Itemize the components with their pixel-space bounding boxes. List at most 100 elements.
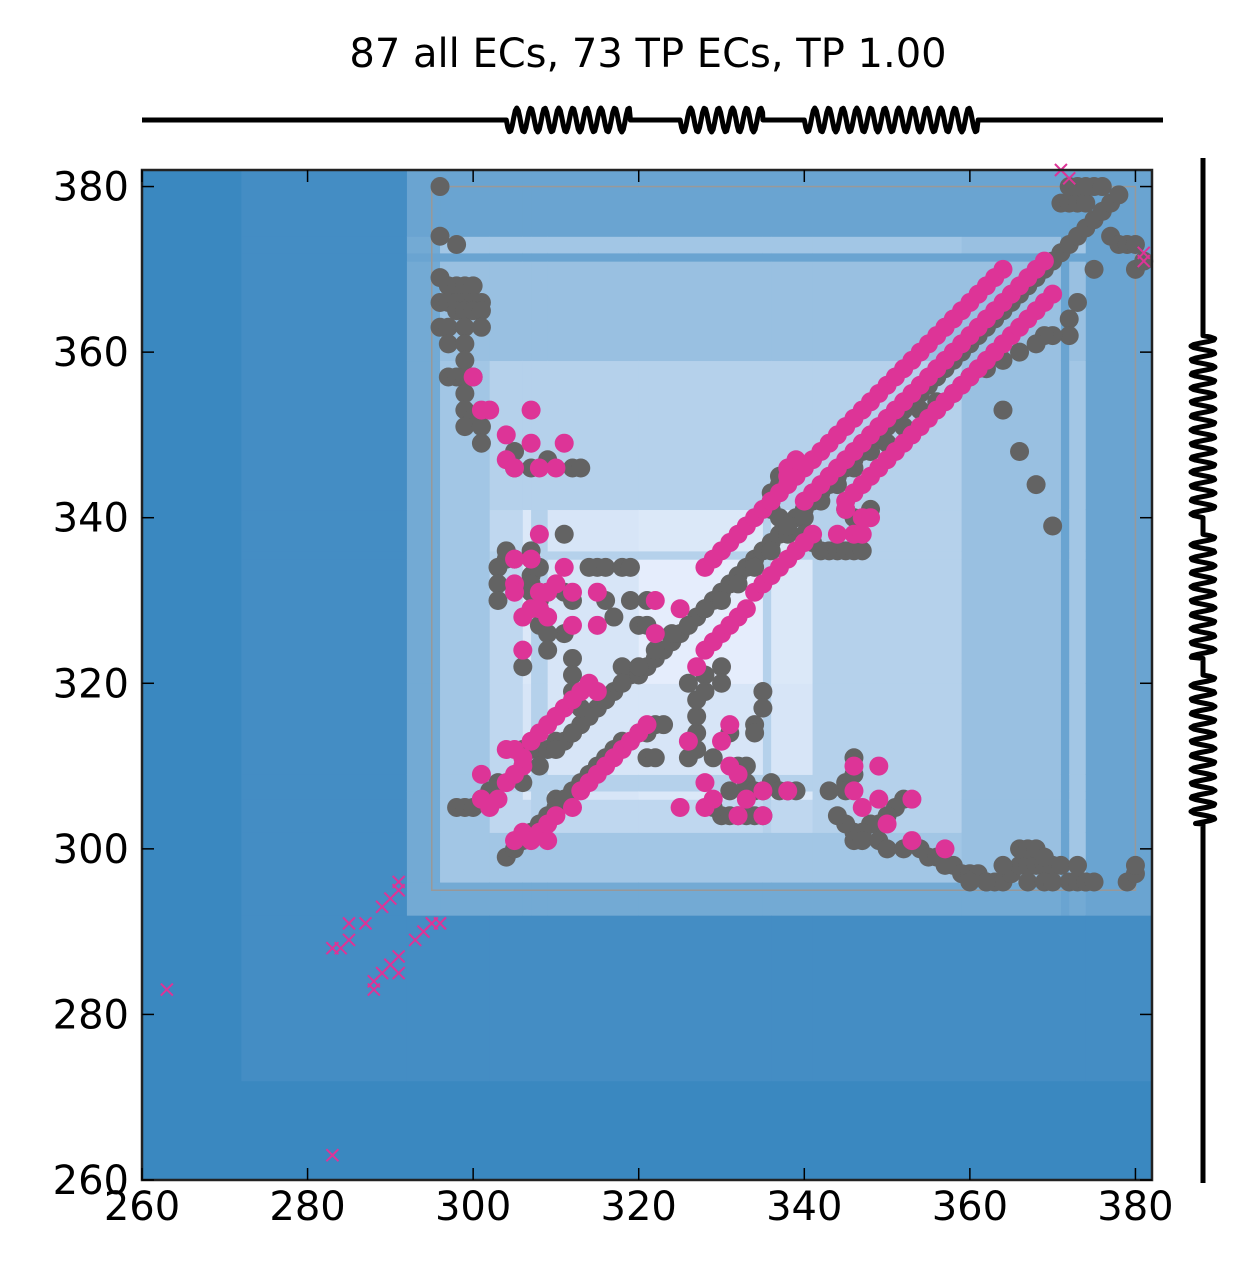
heatmap-cell	[489, 236, 524, 254]
heatmap-cell	[771, 799, 814, 833]
outside-range-point	[342, 916, 356, 931]
heatmap-cell	[762, 252, 772, 262]
heatmap-cell	[522, 252, 532, 262]
heatmap-cell	[241, 559, 408, 684]
heatmap-cell	[241, 252, 408, 262]
heatmap-cell	[961, 799, 1062, 833]
true-positive-point	[670, 599, 690, 619]
reference-contact-point	[463, 276, 483, 296]
heatmap-cell	[812, 252, 963, 262]
heatmap-cell	[1069, 509, 1087, 552]
heatmap-cell	[762, 170, 772, 237]
heatmap-cell	[1069, 252, 1087, 262]
heatmap-cell	[638, 915, 764, 1082]
true-positive-point	[645, 590, 665, 610]
heatmap-cell	[241, 881, 408, 916]
true-positive-point	[861, 508, 881, 528]
helix-track-right	[1188, 158, 1218, 1183]
reference-contact-point	[1059, 326, 1079, 346]
reference-contact-point	[513, 657, 533, 677]
true-positive-point	[720, 715, 740, 735]
reference-contact-point	[447, 235, 467, 255]
reference-contact-point	[1034, 847, 1054, 867]
heatmap-cell	[1069, 799, 1087, 833]
true-positive-point	[521, 400, 541, 420]
true-positive-point	[703, 789, 723, 809]
true-positive-point	[844, 781, 864, 801]
reference-contact-point	[993, 400, 1013, 420]
reference-contact-point	[1067, 855, 1087, 875]
x-tick-label: 360	[932, 1184, 1008, 1230]
true-positive-point	[836, 499, 856, 519]
heatmap-cell	[241, 170, 408, 237]
true-positive-point	[670, 797, 690, 817]
heatmap-cell	[531, 790, 549, 800]
heatmap-cell	[1085, 774, 1153, 792]
heatmap-cell	[1060, 881, 1070, 916]
heatmap-cell	[547, 790, 640, 800]
heatmap-cell	[241, 774, 408, 792]
true-positive-point	[852, 524, 872, 544]
heatmap-cell	[522, 509, 532, 552]
reference-contact-point	[604, 607, 624, 627]
heatmap-cell	[440, 550, 491, 560]
reference-contact-point	[488, 574, 508, 594]
heatmap-cell	[961, 559, 1062, 684]
heatmap-cell	[771, 1080, 814, 1181]
true-positive-point	[852, 797, 872, 817]
heatmap-cell	[522, 832, 532, 883]
heatmap-cell	[1085, 915, 1153, 1082]
true-positive-point	[695, 773, 715, 793]
heatmap-cell	[1069, 550, 1087, 560]
heatmap-cell	[1060, 683, 1070, 775]
true-positive-point	[505, 582, 525, 602]
heatmap-cell	[522, 799, 532, 833]
heatmap-cell	[762, 683, 772, 775]
reference-contact-point	[1010, 342, 1030, 362]
reference-contact-point	[852, 541, 872, 561]
heatmap-cell	[241, 683, 408, 775]
heatmap-cell	[1069, 774, 1087, 792]
heatmap-cell	[762, 915, 772, 1082]
heatmap-cell	[406, 683, 441, 775]
x-tick-label: 320	[601, 1184, 677, 1230]
reference-contact-point	[877, 839, 897, 859]
helix-track-top	[142, 105, 1163, 135]
true-positive-point	[471, 764, 491, 784]
true-positive-point	[844, 756, 864, 776]
heatmap-cell	[241, 550, 408, 560]
outside-range-point	[358, 916, 373, 931]
reference-contact-point	[695, 682, 715, 702]
heatmap-cell	[406, 799, 441, 833]
reference-contact-point	[827, 806, 847, 826]
reference-contact-point	[720, 781, 740, 801]
reference-contact-point	[579, 557, 599, 577]
reference-contact-point	[1010, 441, 1030, 461]
y-tick-label: 380	[53, 165, 129, 211]
outside-range-point	[391, 949, 406, 964]
heatmap-cell	[812, 170, 963, 237]
reference-contact-point	[645, 748, 665, 768]
reference-contact-point	[1125, 855, 1145, 875]
heatmap-cell	[1060, 360, 1070, 511]
true-positive-point	[993, 259, 1013, 279]
y-tick-label: 320	[53, 661, 129, 707]
true-positive-point	[1034, 251, 1054, 271]
heatmap-cell	[961, 683, 1062, 775]
true-positive-point	[786, 450, 806, 470]
heatmap-cell	[522, 261, 532, 362]
heatmap-cell	[440, 832, 491, 883]
heatmap-cell	[1085, 1080, 1153, 1181]
heatmap-cell	[638, 550, 764, 560]
heatmap-cell	[531, 170, 549, 237]
reference-contact-point	[728, 574, 748, 594]
true-positive-point	[687, 657, 707, 677]
true-positive-point	[645, 624, 665, 644]
heatmap-cell	[1069, 559, 1087, 684]
true-positive-point	[546, 574, 566, 594]
true-positive-point	[496, 425, 516, 445]
heatmap-cell	[961, 1080, 1062, 1181]
heatmap-cell	[638, 832, 764, 883]
heatmap-cell	[1060, 799, 1070, 833]
